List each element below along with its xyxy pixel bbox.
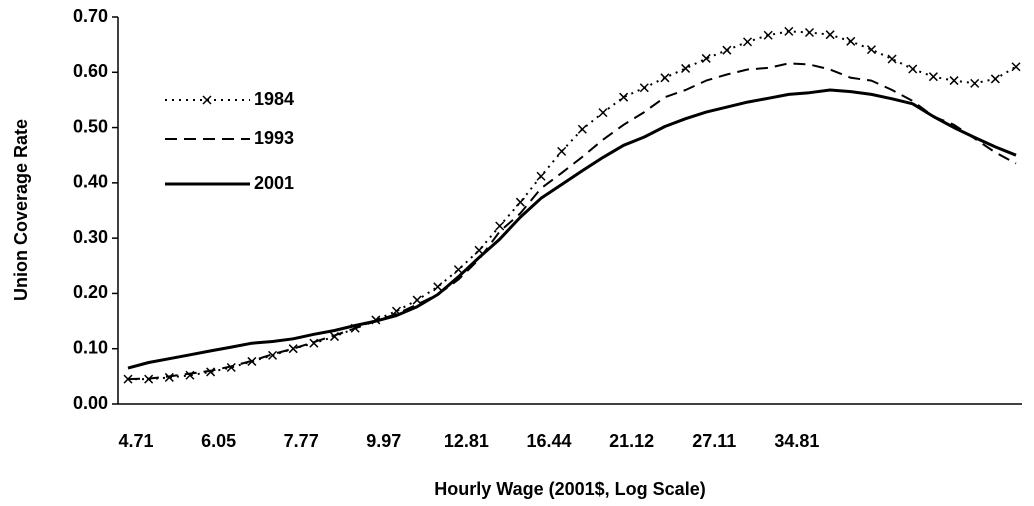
marker (577, 124, 587, 134)
x-tick-label: 34.81 (774, 431, 819, 451)
x-tick-label: 27.11 (692, 431, 736, 451)
marker (763, 30, 773, 40)
series-line (127, 62, 1017, 381)
marker (846, 36, 856, 46)
marker (990, 74, 1000, 84)
legend-label: 1984 (254, 89, 294, 109)
x-tick-label: 4.71 (118, 431, 153, 451)
marker (722, 45, 732, 55)
marker (123, 374, 133, 384)
marker (660, 73, 670, 83)
marker (804, 27, 815, 38)
y-tick-label: 0.60 (73, 61, 108, 81)
y-tick-label: 0.40 (73, 172, 108, 192)
marker (474, 245, 484, 255)
marker (908, 64, 918, 74)
marker (866, 45, 876, 55)
y-axis-label: Union Coverage Rate (11, 119, 31, 301)
marker (433, 282, 443, 292)
y-tick-label: 0.20 (73, 282, 108, 302)
marker (268, 350, 278, 360)
marker (557, 146, 567, 156)
marker (701, 53, 711, 63)
marker (825, 30, 835, 40)
marker (619, 92, 629, 102)
marker (949, 76, 959, 86)
marker (743, 37, 753, 47)
marker (784, 26, 794, 36)
marker (928, 72, 938, 82)
x-tick-label: 21.12 (609, 431, 654, 451)
y-tick-label: 0.70 (73, 6, 108, 26)
y-tick-label: 0.50 (73, 116, 108, 136)
marker (598, 108, 608, 118)
marker (412, 295, 422, 305)
legend-label: 2001 (254, 173, 294, 193)
y-tick-label: 0.30 (73, 227, 108, 247)
marker (288, 344, 298, 354)
x-tick-label: 6.05 (201, 431, 236, 451)
marker (515, 197, 525, 207)
series-line (127, 88, 1017, 370)
marker (495, 221, 505, 231)
x-tick-label: 9.97 (366, 431, 401, 451)
marker (536, 171, 546, 181)
marker (164, 372, 174, 382)
x-tick-label: 12.81 (444, 431, 489, 451)
marker (639, 83, 649, 93)
x-tick-label: 7.77 (284, 431, 319, 451)
x-tick-label: 16.44 (526, 431, 571, 451)
marker (970, 78, 980, 88)
legend-marker (202, 95, 212, 105)
marker (681, 63, 691, 73)
marker (226, 362, 236, 373)
legend-label: 1993 (254, 128, 294, 148)
marker (887, 54, 897, 64)
marker (1011, 62, 1021, 72)
y-tick-label: 0.00 (73, 393, 108, 413)
y-tick-label: 0.10 (73, 337, 108, 357)
series-line (128, 30, 1017, 381)
x-axis-label: Hourly Wage (2001$, Log Scale) (434, 479, 705, 499)
